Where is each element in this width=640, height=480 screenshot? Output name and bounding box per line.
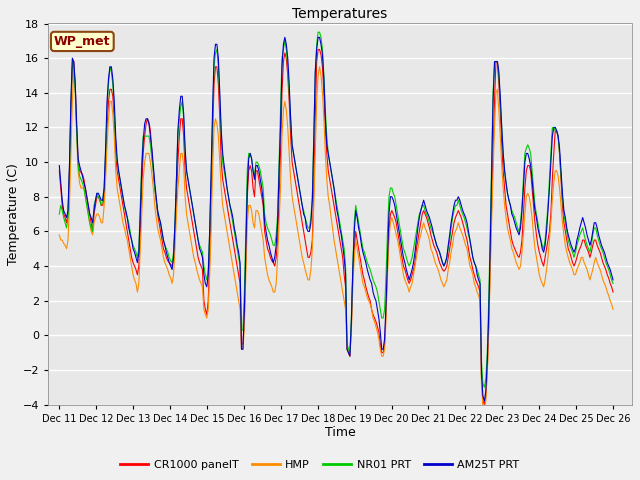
X-axis label: Time: Time: [324, 426, 355, 440]
Legend: CR1000 panelT, HMP, NR01 PRT, AM25T PRT: CR1000 panelT, HMP, NR01 PRT, AM25T PRT: [116, 456, 524, 474]
Text: WP_met: WP_met: [54, 35, 111, 48]
Y-axis label: Temperature (C): Temperature (C): [7, 163, 20, 265]
Title: Temperatures: Temperatures: [292, 7, 387, 21]
